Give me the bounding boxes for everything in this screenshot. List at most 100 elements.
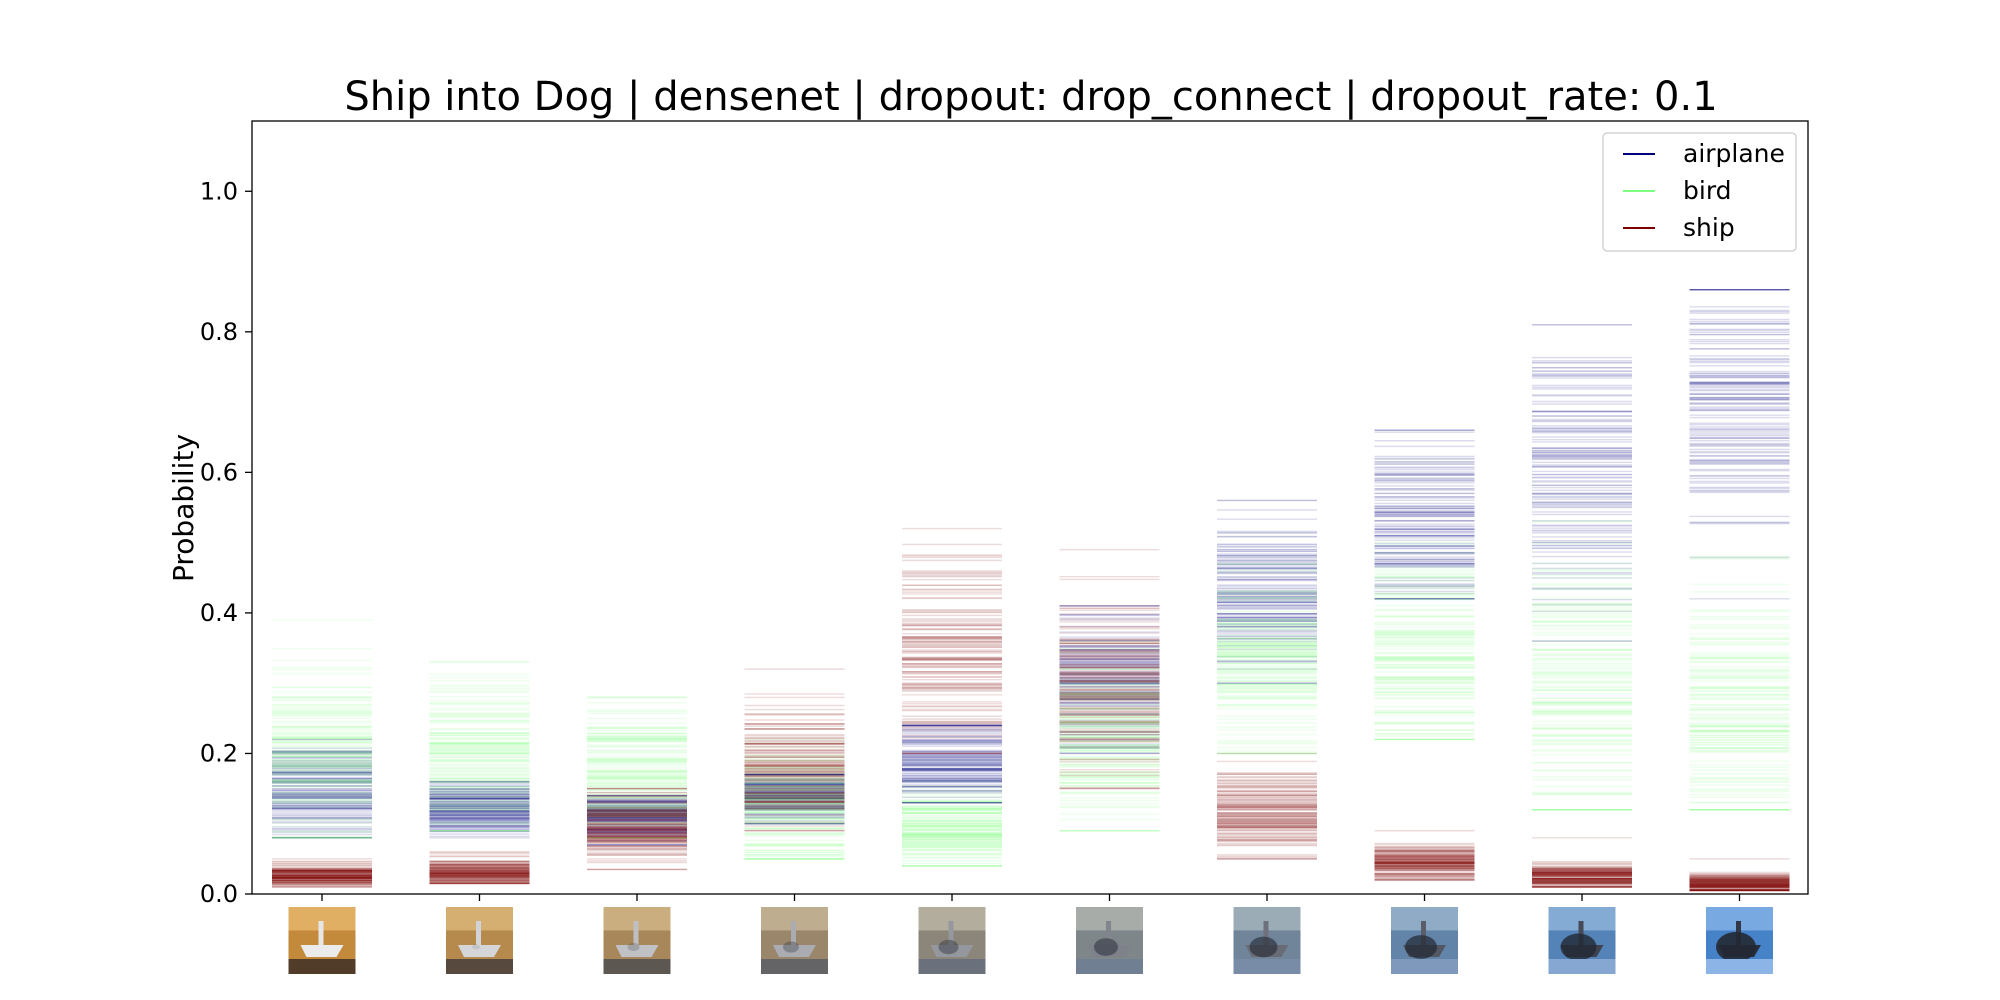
series-airplane-step-1 bbox=[272, 738, 372, 839]
thumbnail-subject bbox=[458, 945, 501, 957]
legend-label-ship: ship bbox=[1683, 213, 1735, 242]
thumbnail-mast bbox=[948, 921, 954, 945]
legend-label-airplane: airplane bbox=[1683, 139, 1785, 168]
thumbnail-subject bbox=[930, 945, 974, 957]
series-airplane-step-7 bbox=[1217, 499, 1317, 684]
x-axis bbox=[321, 894, 1741, 901]
thumbnail-subject bbox=[773, 945, 816, 957]
thumbnail-sky bbox=[1391, 907, 1458, 931]
series-ship-step-5 bbox=[902, 527, 1002, 755]
thumbnail-sky bbox=[1233, 907, 1301, 931]
series-airplane-step-10 bbox=[1689, 288, 1790, 600]
thumbnail-subject bbox=[300, 945, 344, 957]
thumbnail-sky bbox=[288, 907, 356, 931]
series-airplane-step-3 bbox=[587, 794, 687, 846]
chart-title: Ship into Dog | densenet | dropout: drop… bbox=[344, 74, 1717, 120]
series-ship-step-4 bbox=[744, 668, 845, 832]
thumbnail-mast bbox=[476, 921, 481, 945]
thumbnail-dog-body bbox=[317, 946, 321, 948]
legend-box bbox=[1602, 132, 1797, 252]
y-axis: 0.0 0.2 0.4 0.6 0.8 1.0 bbox=[200, 177, 252, 908]
series-bird-step-1 bbox=[272, 619, 372, 839]
thumbnail-dog-body bbox=[1094, 938, 1118, 956]
thumbnail-dog-body bbox=[627, 942, 640, 952]
legend-label-bird: bird bbox=[1683, 176, 1732, 205]
thumbnail-mast bbox=[1421, 921, 1426, 945]
series-bird-step-2 bbox=[429, 661, 530, 832]
series-bird-step-9 bbox=[1532, 520, 1632, 811]
thumbnail-sky bbox=[1706, 907, 1773, 931]
series-airplane-step-8 bbox=[1374, 429, 1475, 600]
y-tick-label: 0.6 bbox=[200, 458, 238, 486]
plot-frame bbox=[251, 120, 1809, 895]
x-tick-thumbnails bbox=[288, 907, 1773, 974]
series-ship-step-2 bbox=[429, 851, 530, 885]
thumbnail-step-6 bbox=[1076, 907, 1143, 974]
series-ship-step-10 bbox=[1689, 858, 1790, 892]
thumbnail-ground bbox=[1548, 959, 1616, 974]
thumbnail-sky bbox=[761, 907, 828, 931]
thumbnail-ground bbox=[761, 959, 828, 974]
thumbnail-step-10 bbox=[1706, 907, 1773, 974]
thumbnail-mast bbox=[1263, 921, 1269, 945]
series-airplane-step-6 bbox=[1059, 605, 1160, 755]
series-ship-step-8 bbox=[1374, 830, 1475, 881]
series-airplane-step-2 bbox=[429, 780, 530, 839]
thumbnail-step-2 bbox=[446, 907, 513, 974]
series-ship-step-9 bbox=[1532, 837, 1632, 888]
series-bird-step-8 bbox=[1374, 541, 1475, 741]
y-tick-label: 0.4 bbox=[200, 599, 238, 627]
thumbnail-ground bbox=[918, 959, 986, 974]
thumbnail-dog-body bbox=[472, 944, 480, 950]
thumbnail-sky bbox=[1076, 907, 1143, 931]
y-axis-label: Probability bbox=[167, 434, 200, 582]
thumbnail-dog-body bbox=[783, 941, 799, 953]
series-airplane-step-9 bbox=[1532, 324, 1632, 642]
thumbnail-step-1 bbox=[288, 907, 356, 974]
thumbnail-ground bbox=[1233, 959, 1301, 974]
series-ship-step-7 bbox=[1217, 752, 1317, 860]
series-airplane-step-4 bbox=[744, 773, 845, 825]
thumbnail-mast bbox=[791, 921, 796, 945]
thumbnail-step-3 bbox=[603, 907, 671, 974]
series-airplane-step-5 bbox=[902, 724, 1002, 804]
thumbnail-mast bbox=[1106, 921, 1111, 945]
series-ship-step-1 bbox=[272, 858, 372, 888]
thumbnail-step-4 bbox=[761, 907, 828, 974]
thumbnail-sky bbox=[918, 907, 986, 931]
y-tick-label: 0.2 bbox=[200, 739, 238, 767]
series-ship-step-6 bbox=[1059, 548, 1160, 790]
series-bird-step-3 bbox=[587, 696, 687, 839]
thumbnail-dog-body bbox=[1405, 935, 1437, 959]
legend: airplane bird ship bbox=[1602, 132, 1797, 252]
thumbnail-ground bbox=[1706, 959, 1773, 974]
thumbnail-dog-body bbox=[1249, 936, 1278, 958]
series-bird-step-5 bbox=[902, 780, 1002, 867]
series-bird-step-4 bbox=[744, 738, 845, 860]
y-tick-label: 0.8 bbox=[200, 318, 238, 346]
series-ship-step-3 bbox=[587, 787, 687, 871]
thumbnail-dog-body bbox=[938, 939, 959, 955]
thumbnail-dog-body bbox=[1560, 933, 1597, 961]
thumbnail-mast bbox=[318, 921, 324, 945]
thumbnail-step-8 bbox=[1391, 907, 1458, 974]
plot-marks bbox=[272, 288, 1790, 892]
y-tick-label: 1.0 bbox=[200, 177, 238, 205]
thumbnail-step-9 bbox=[1548, 907, 1616, 974]
series-bird-step-6 bbox=[1059, 640, 1160, 832]
thumbnail-mast bbox=[1578, 921, 1584, 945]
thumbnail-ground bbox=[288, 959, 356, 974]
thumbnail-dog-body bbox=[1716, 932, 1756, 962]
thumbnail-ground bbox=[1391, 959, 1458, 974]
thumbnail-step-7 bbox=[1233, 907, 1301, 974]
thumbnail-subject bbox=[615, 945, 659, 957]
thumbnail-sky bbox=[603, 907, 671, 931]
series-bird-step-7 bbox=[1217, 563, 1317, 755]
thumbnail-ground bbox=[1076, 959, 1143, 974]
thumbnail-sky bbox=[1548, 907, 1616, 931]
series-bird-step-10 bbox=[1689, 555, 1790, 811]
thumbnail-ground bbox=[603, 959, 671, 974]
thumbnail-mast bbox=[633, 921, 639, 945]
thumbnail-ground bbox=[446, 959, 513, 974]
